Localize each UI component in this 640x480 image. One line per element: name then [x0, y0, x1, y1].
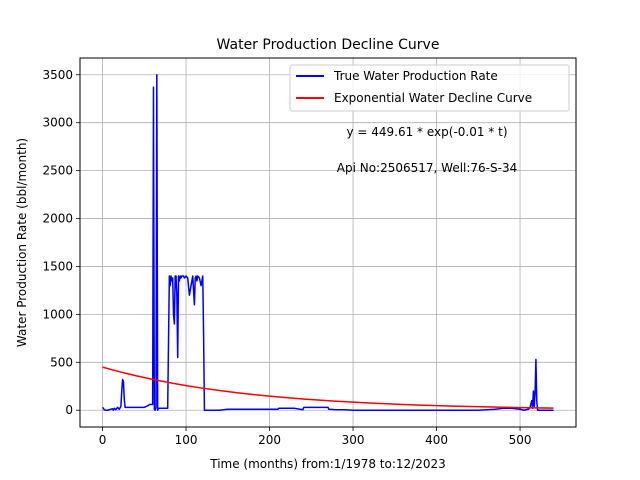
- series-line-exponential-decline-curve: [102, 366, 554, 409]
- y-tick-label: 0: [65, 403, 73, 417]
- y-tick-label: 1500: [42, 259, 73, 273]
- plot-area: [80, 58, 576, 427]
- y-tick-label: 3000: [42, 116, 73, 130]
- y-tick-label: 1000: [42, 307, 73, 321]
- series-layer: [101, 74, 554, 411]
- legend-box: [289, 64, 570, 112]
- series-line-true-water-production-rate: [101, 74, 554, 411]
- chart-title: Water Production Decline Curve: [217, 37, 440, 53]
- x-tick-label: 100: [175, 433, 198, 447]
- annotation-equation: y = 449.61 * exp(-0.01 * t): [346, 125, 507, 139]
- y-tick-label: 2000: [42, 212, 73, 226]
- plot-frame: [79, 57, 577, 428]
- legend-label-true-rate: True Water Production Rate: [333, 69, 498, 83]
- legend-label-exponential-fit: Exponential Water Decline Curve: [334, 91, 532, 105]
- x-tick-label: 500: [509, 433, 532, 447]
- legend: True Water Production Rate Exponential W…: [289, 64, 570, 112]
- y-tick-label: 2500: [42, 164, 73, 178]
- annotation-well-info: Api No:2506517, Well:76-S-34: [337, 161, 517, 175]
- x-tick-label: 400: [425, 433, 448, 447]
- y-tick-label: 500: [50, 355, 73, 369]
- axis-ticks: 0 100 200 300 400 500 0 500 1000 1500 2000 2500 3000…: [42, 68, 531, 447]
- y-axis-label: Water Production Rate (bbl/month): [15, 138, 29, 347]
- x-tick-label: 200: [258, 433, 281, 447]
- grid-lines: [80, 58, 576, 427]
- x-axis-label: Time (months) from:1/1978 to:12/2023: [209, 457, 446, 471]
- y-tick-label: 3500: [42, 68, 73, 82]
- x-tick-label: 0: [99, 433, 107, 447]
- x-tick-label: 300: [342, 433, 365, 447]
